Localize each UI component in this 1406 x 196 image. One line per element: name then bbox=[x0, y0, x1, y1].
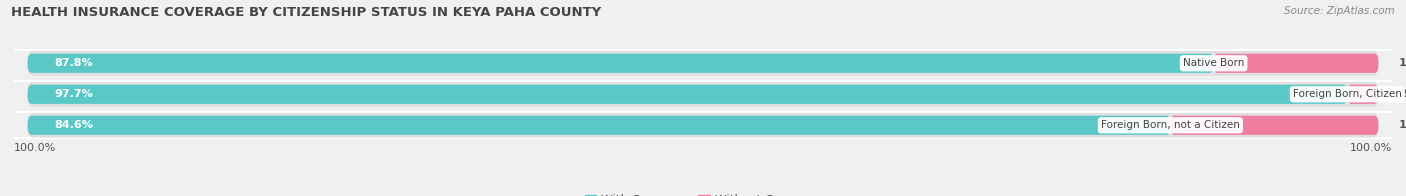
FancyBboxPatch shape bbox=[28, 82, 1378, 107]
FancyBboxPatch shape bbox=[28, 85, 1347, 104]
FancyBboxPatch shape bbox=[1347, 85, 1378, 104]
Text: 15.4%: 15.4% bbox=[1399, 120, 1406, 130]
Text: 100.0%: 100.0% bbox=[1350, 143, 1392, 153]
Text: Foreign Born, not a Citizen: Foreign Born, not a Citizen bbox=[1101, 120, 1240, 130]
Text: HEALTH INSURANCE COVERAGE BY CITIZENSHIP STATUS IN KEYA PAHA COUNTY: HEALTH INSURANCE COVERAGE BY CITIZENSHIP… bbox=[11, 6, 602, 19]
Text: Native Born: Native Born bbox=[1182, 58, 1244, 68]
FancyBboxPatch shape bbox=[1170, 116, 1378, 135]
Text: 97.7%: 97.7% bbox=[55, 89, 93, 99]
FancyBboxPatch shape bbox=[1213, 54, 1378, 73]
Text: Foreign Born, Citizen: Foreign Born, Citizen bbox=[1294, 89, 1402, 99]
Text: Source: ZipAtlas.com: Source: ZipAtlas.com bbox=[1284, 6, 1395, 16]
FancyBboxPatch shape bbox=[28, 116, 1170, 135]
Legend: With Coverage, Without Coverage: With Coverage, Without Coverage bbox=[579, 189, 827, 196]
Text: 100.0%: 100.0% bbox=[14, 143, 56, 153]
FancyBboxPatch shape bbox=[28, 54, 1213, 73]
FancyBboxPatch shape bbox=[28, 113, 1378, 138]
Text: 84.6%: 84.6% bbox=[55, 120, 93, 130]
Text: 2.3%: 2.3% bbox=[1399, 89, 1406, 99]
Text: 12.2%: 12.2% bbox=[1399, 58, 1406, 68]
Text: 87.8%: 87.8% bbox=[55, 58, 93, 68]
FancyBboxPatch shape bbox=[28, 51, 1378, 76]
